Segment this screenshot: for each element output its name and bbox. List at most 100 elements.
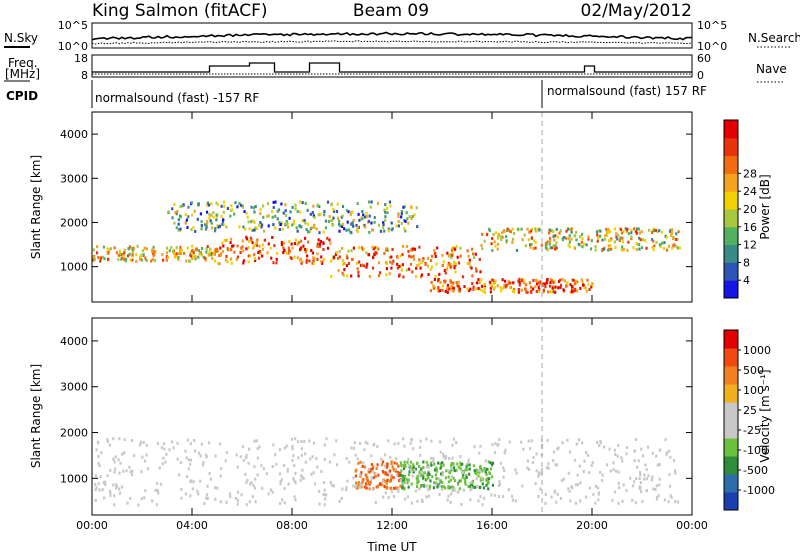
velocity-cell [540,468,544,472]
power-cell [305,248,309,252]
power-cell [458,289,461,293]
power-cell [401,263,404,267]
power-cell [135,253,138,257]
velocity-cell [422,465,425,469]
power-cell [341,271,344,275]
velocity-cell [437,461,440,465]
velocity-cell [272,443,275,447]
velocity-cell [656,463,659,467]
power-cell [385,273,388,277]
velocity-cell [214,497,217,501]
velocity-cell [400,464,403,468]
velocity-cell [397,470,400,474]
velocity-cell [486,481,489,485]
velocity-cell [452,476,455,480]
velocity-cell [481,482,484,486]
power-cell [410,216,413,220]
power-cell [461,275,465,279]
power-cell [568,245,571,249]
velocity-cell [441,481,444,485]
power-cell [296,243,299,247]
power-cell [236,205,239,209]
velocity-cell [616,454,619,458]
power-cell [448,262,451,266]
velocity-cell [447,480,451,484]
power-cell [596,236,600,240]
velocity-cell [309,457,312,461]
velocity-cell [354,481,358,485]
power-cell [330,274,333,278]
power-cell [534,285,537,289]
power-cell [334,252,338,256]
velocity-cell [352,484,355,488]
power-cell [287,246,290,250]
power-cell [599,229,602,233]
power-cell [613,240,616,244]
power-cell [414,275,418,279]
velocity-cell [434,473,438,477]
velocity-cell [439,466,442,470]
velocity-cell [547,466,550,470]
power-cell [529,245,532,249]
power-cell [555,227,558,231]
velocity-cell [205,453,208,457]
velocity-cell [225,450,228,454]
power-cell [420,260,423,264]
velocity-cell [432,459,435,463]
velocity-cell [355,468,358,472]
power-cell [145,247,149,251]
power-cell [638,247,641,251]
power-cell [480,243,483,247]
power-cell [161,253,164,257]
velocity-cell [322,493,325,497]
power-cell [118,249,121,253]
power-cell [559,229,562,233]
velocity-cell [478,470,481,474]
power-cell [239,203,243,207]
power-cell [635,231,639,235]
power-cell [176,209,179,213]
power-cell [500,235,503,239]
power-cell [548,236,552,240]
velocity-cell [669,494,672,498]
power-cell [276,217,279,221]
power-cell [92,256,95,260]
velocity-cell [256,473,259,477]
velocity-cell [323,457,326,461]
power-cell [418,262,421,266]
velocity-cell [488,477,491,481]
power-cell [410,270,414,274]
velocity-cell [501,494,505,498]
power-cell [481,247,484,251]
power-cell [573,246,577,250]
velocity-cell [354,453,357,457]
power-cell [548,289,551,293]
velocity-cell [407,457,410,461]
power-cell [326,236,329,240]
power-cell [165,246,169,250]
velocity-cell [440,485,444,489]
power-cell [350,222,353,226]
power-cell [356,230,359,234]
velocity-cell [651,475,654,479]
velocity-cell [156,482,159,486]
power-cell [573,282,577,286]
power-cell [347,249,350,253]
velocity-cell [403,474,407,478]
power-cell [427,273,430,277]
velocity-cell [395,473,398,477]
power-cell [553,247,557,251]
power-cell [441,263,444,267]
power-cell [260,225,263,229]
velocity-cell [458,487,461,491]
velocity-cell [108,443,112,447]
velocity-cell [526,459,530,463]
power-cell [389,204,392,208]
power-cell [221,250,225,254]
velocity-cell [403,460,406,464]
power-cell [616,237,619,241]
power-cell [171,250,175,254]
velocity-cell [641,499,644,503]
velocity-cell [141,455,144,459]
